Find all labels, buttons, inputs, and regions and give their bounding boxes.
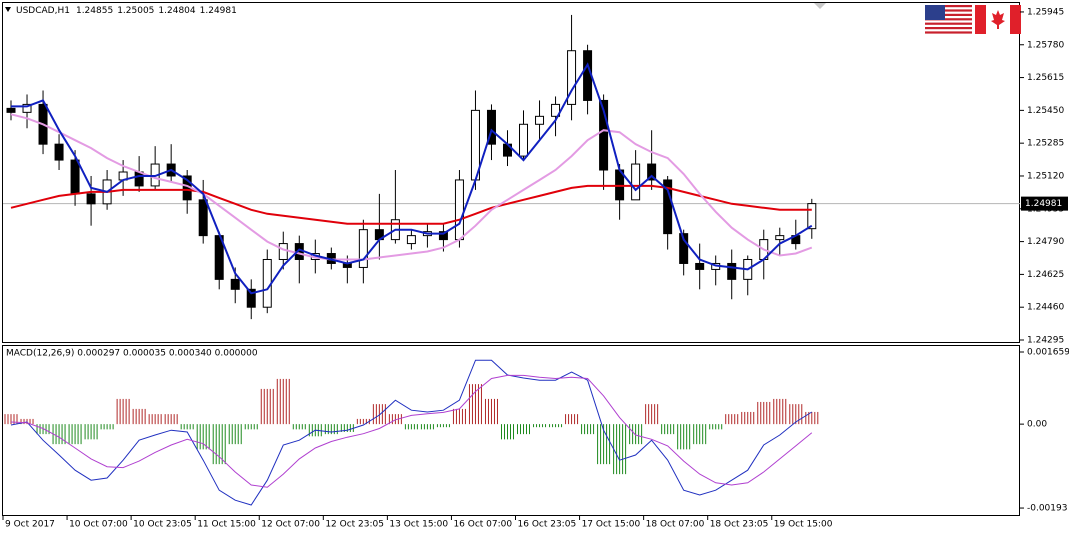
flag-canada (975, 5, 1021, 34)
candle-body (198, 199, 208, 237)
macd-line (10, 374, 813, 488)
candle-body (727, 262, 737, 280)
candle-body (6, 107, 16, 113)
x-tick-label: 10 Oct 23:05 (133, 520, 192, 530)
candle-body (519, 123, 529, 157)
candle-body (278, 243, 288, 260)
candle-body (599, 99, 609, 171)
candle-body (695, 262, 705, 270)
candle-body (775, 235, 785, 241)
low-value: 1.24804 (158, 6, 195, 16)
candle-body (454, 179, 464, 241)
menu-arrow[interactable] (5, 7, 11, 12)
candle-body (567, 50, 577, 105)
x-tick-label: 19 Oct 15:00 (774, 520, 833, 530)
x-tick-label: 16 Oct 23:05 (518, 520, 577, 530)
candle-body (358, 229, 368, 268)
candle-body (22, 103, 32, 113)
candle-body (54, 143, 64, 161)
close-value: 1.24981 (200, 6, 237, 16)
x-tick-label: 12 Oct 23:05 (325, 520, 384, 530)
shift-marker (814, 3, 826, 9)
macd-header: MACD(12,26,9) 0.000297 0.000035 0.000340… (6, 349, 258, 359)
y-tick-label: 1.25615 (1027, 73, 1064, 83)
x-tick-label: 9 Oct 2017 (5, 520, 55, 530)
moving-average-line (11, 62, 813, 295)
current-price-label: 1.24981 (1025, 199, 1062, 209)
x-tick-label: 10 Oct 07:00 (69, 520, 128, 530)
y-tick-label: 1.24625 (1027, 270, 1064, 280)
x-tick-label: 18 Oct 23:05 (710, 520, 769, 530)
moving-average-line (10, 184, 812, 225)
plot-layer: 1.25945 1.25780 1.25615 1.25450 1.25285 1.251… (2, 7, 1069, 530)
candle-body (70, 159, 80, 195)
high-value: 1.25005 (117, 6, 154, 16)
candle-body (486, 109, 496, 145)
candle-body (406, 235, 416, 245)
moving-average-line (10, 113, 813, 261)
candle-body (551, 103, 561, 117)
y-tick-label: 0.001659 (1027, 348, 1069, 358)
price-header: USDCAD,H1 1.24855 1.25005 1.24804 1.24981 (16, 6, 237, 16)
y-tick-label: 1.25450 (1027, 106, 1064, 116)
candle-body (647, 163, 657, 181)
x-tick-label: 17 Oct 15:00 (582, 520, 641, 530)
y-tick-label: 1.24460 (1027, 303, 1064, 313)
x-tick-label: 18 Oct 07:00 (646, 520, 705, 530)
y-tick-label: 1.25780 (1027, 40, 1064, 50)
y-tick-label: 1.25285 (1027, 139, 1064, 149)
candle-body (86, 193, 96, 205)
candle-body (262, 258, 272, 308)
x-tick-label: 13 Oct 15:00 (389, 520, 448, 530)
candle-body (807, 203, 817, 230)
x-tick-label: 16 Oct 07:00 (453, 520, 512, 530)
y-tick-label: 1.25945 (1027, 7, 1064, 17)
y-tick-label: 1.24295 (1027, 336, 1064, 346)
main-panel-frame (2, 2, 1020, 343)
candle-body (246, 288, 256, 308)
candle-body (535, 115, 545, 125)
y-tick-label: 0.00 (1027, 420, 1047, 430)
open-value: 1.24855 (76, 6, 113, 16)
candle-body (679, 233, 689, 264)
candle-body (230, 278, 240, 290)
candle-body (631, 163, 641, 201)
y-tick-label: -0.00193 (1027, 504, 1067, 514)
candle-body (438, 231, 448, 241)
x-tick-label: 12 Oct 07:00 (261, 520, 320, 530)
macd-panel-frame (2, 345, 1020, 516)
symbol: USDCAD,H1 (16, 6, 70, 16)
macd-line (10, 359, 813, 506)
candle-body (663, 179, 673, 235)
y-tick-label: 1.24790 (1027, 237, 1064, 247)
y-tick-label: 1.25120 (1027, 171, 1064, 181)
current-price-box (1021, 196, 1068, 211)
x-tick-label: 11 Oct 15:00 (197, 520, 256, 530)
flag-usa (925, 5, 972, 34)
